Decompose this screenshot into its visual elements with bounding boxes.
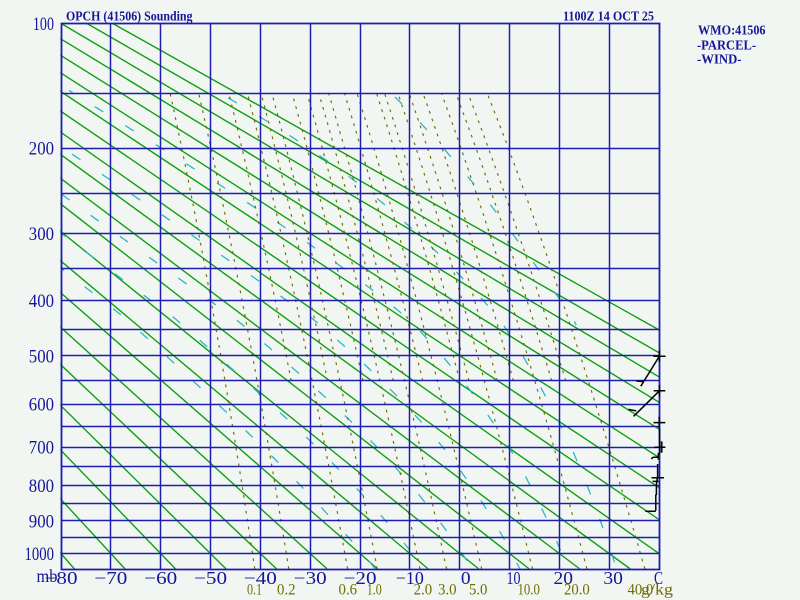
svg-text:2.0: 2.0: [414, 582, 433, 599]
svg-text:900: 900: [29, 511, 54, 532]
svg-text:600: 600: [29, 395, 54, 416]
svg-text:g/kg: g/kg: [641, 582, 673, 599]
svg-text:−60: −60: [144, 568, 177, 588]
svg-text:300: 300: [29, 224, 54, 245]
svg-text:20.0: 20.0: [564, 582, 590, 599]
svg-text:20: 20: [554, 568, 574, 588]
svg-text:-WIND-: -WIND-: [697, 52, 742, 67]
svg-text:−70: −70: [94, 568, 127, 588]
svg-text:mb: mb: [37, 566, 58, 586]
svg-text:5.0: 5.0: [469, 582, 488, 599]
svg-text:−80: −80: [45, 568, 78, 588]
svg-text:0: 0: [461, 568, 471, 588]
svg-text:200: 200: [29, 139, 54, 160]
svg-text:40.0: 40.0: [628, 582, 654, 599]
svg-text:0.1: 0.1: [247, 582, 262, 599]
svg-text:10.0: 10.0: [518, 582, 541, 599]
svg-text:0.6: 0.6: [339, 582, 358, 599]
svg-text:500: 500: [29, 347, 54, 368]
svg-text:C: C: [654, 568, 663, 588]
svg-text:1000: 1000: [25, 544, 55, 565]
svg-text:−20: −20: [344, 568, 377, 588]
svg-text:10: 10: [507, 568, 521, 588]
svg-text:30: 30: [603, 568, 623, 588]
svg-text:700: 700: [29, 438, 54, 459]
svg-text:−30: −30: [294, 568, 327, 588]
svg-text:−10: −10: [396, 568, 424, 588]
svg-text:−40: −40: [244, 568, 277, 588]
svg-text:−50: −50: [194, 568, 227, 588]
svg-text:100: 100: [33, 14, 54, 35]
svg-text:1100Z 14 OCT 25: 1100Z 14 OCT 25: [563, 10, 654, 25]
svg-text:WMO:41506: WMO:41506: [698, 22, 766, 37]
svg-text:3.0: 3.0: [438, 582, 457, 599]
svg-text:800: 800: [29, 476, 54, 497]
svg-text:-PARCEL-: -PARCEL-: [697, 37, 756, 52]
svg-text:1.0: 1.0: [367, 582, 382, 599]
svg-text:400: 400: [29, 291, 54, 312]
svg-text:0.2: 0.2: [277, 582, 296, 599]
svg-text:OPCH (41506) Sounding: OPCH (41506) Sounding: [66, 10, 193, 25]
